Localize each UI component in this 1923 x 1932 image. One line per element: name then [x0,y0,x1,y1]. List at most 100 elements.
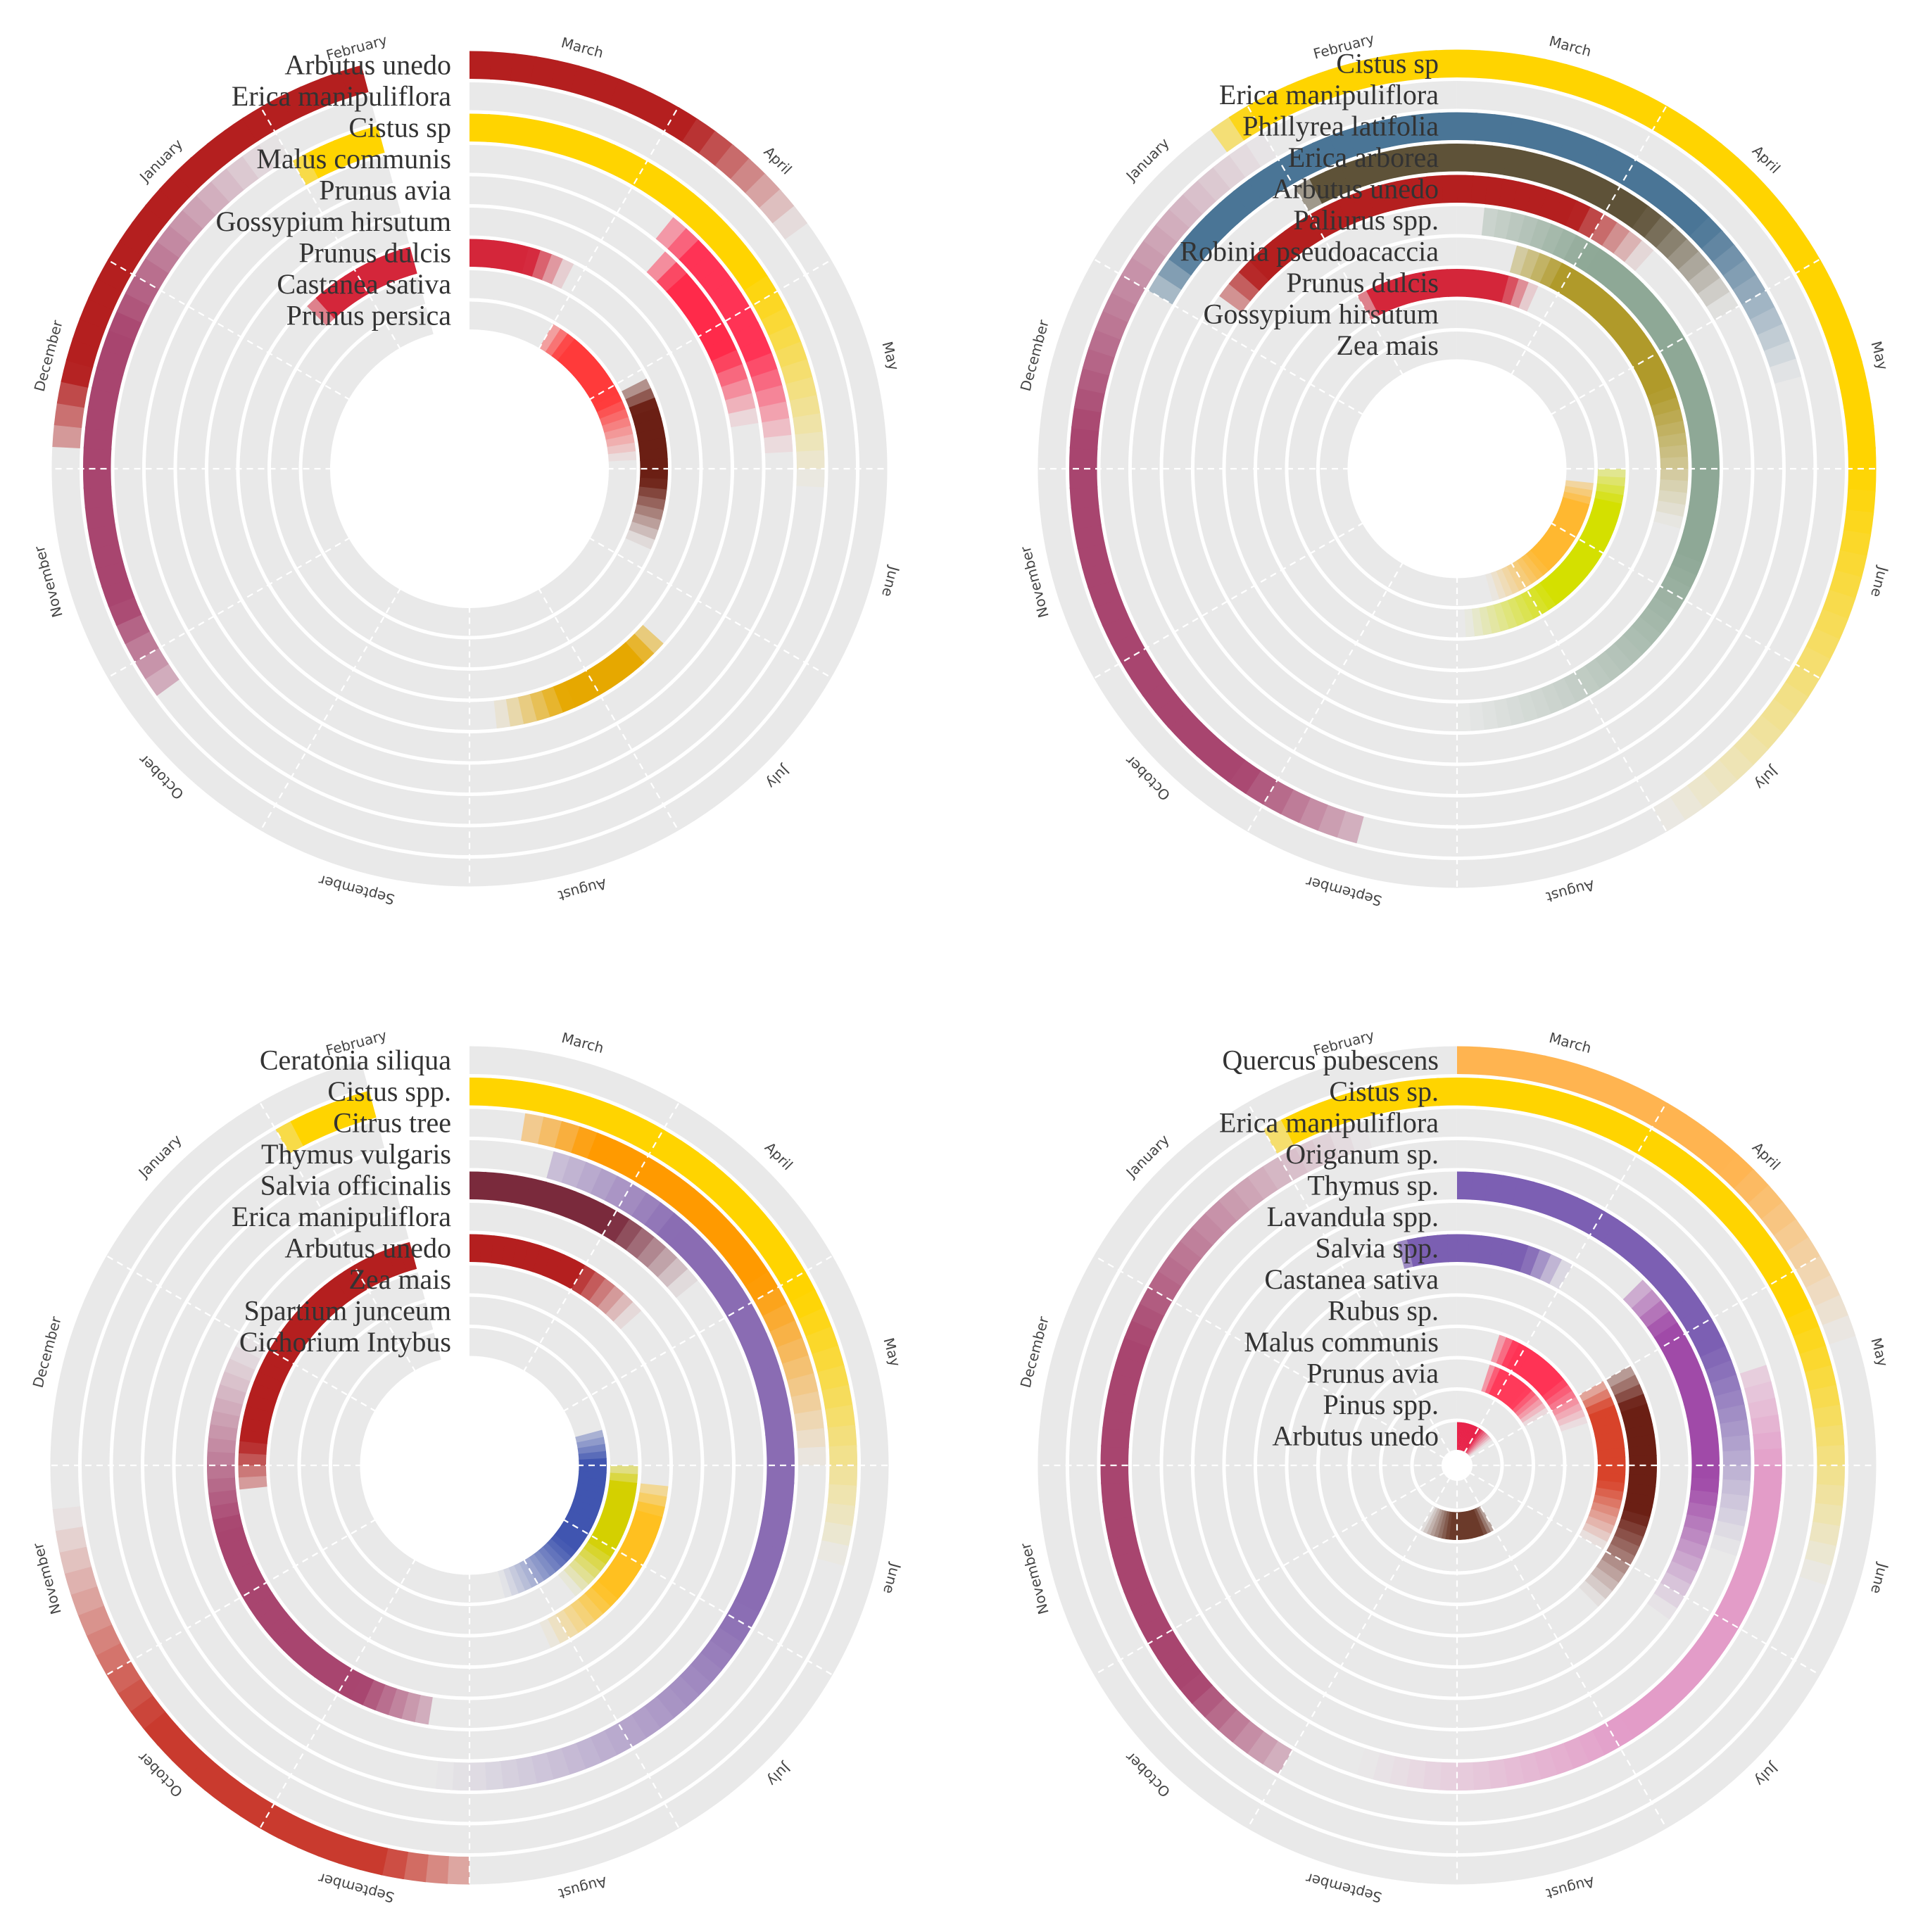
flowering-span [649,1129,683,1165]
flowering-span [1509,245,1530,276]
month-label: April [1749,1139,1784,1173]
flowering-span [699,265,733,296]
flowering-span [1621,332,1652,359]
flowering-span [1639,1300,1670,1329]
flowering-span [1772,681,1809,717]
flowering-span [479,239,495,268]
flowering-span [520,118,546,149]
flowering-span [562,1259,586,1290]
flowering-span [1686,1640,1720,1672]
flowering-span [643,1696,674,1730]
month-separator [588,536,833,679]
flowering-span [1123,1581,1157,1611]
month-label: May [880,1336,904,1368]
flowering-span [282,1630,313,1661]
flowering-span [1516,1350,1539,1377]
flowering-span [206,130,242,166]
flowering-span [87,386,120,413]
flowering-span [1562,491,1591,505]
flowering-span [1722,1465,1751,1483]
flowering-span [1506,1343,1527,1371]
flowering-span [598,1515,627,1535]
flowering-span [1748,1237,1784,1271]
flowering-span [1518,1051,1546,1083]
flowering-span [1501,566,1520,595]
flowering-span [1659,1572,1691,1598]
flowering-span [273,1621,304,1651]
flowering-span [1485,605,1501,634]
flowering-span [325,1661,353,1693]
flowering-span [1124,1318,1158,1348]
flowering-span [1597,1074,1630,1109]
flowering-span [571,1498,600,1515]
flowering-span [590,1168,619,1201]
flowering-span [187,1755,224,1791]
flowering-span [87,277,123,310]
flowering-span [1703,1139,1739,1176]
flowering-span [77,1603,113,1636]
flowering-span [1456,1171,1475,1200]
flowering-span [794,1409,824,1433]
species-label: Phillyrea latifolia [1242,110,1439,141]
flowering-span [1593,1422,1622,1437]
flowering-span [1577,1066,1610,1101]
flowering-span [1559,1416,1588,1432]
flowering-span [1480,700,1499,731]
month-label: November [1016,544,1052,619]
flowering-span [1679,1305,1713,1334]
species-label: Thymus sp. [1307,1169,1439,1201]
flowering-span [1597,77,1630,113]
flowering-span [1646,1311,1678,1339]
flowering-span [1666,1664,1699,1697]
flowering-span [1761,205,1798,241]
flowering-span [1148,272,1183,305]
flowering-span [1679,529,1711,552]
flowering-span [1596,1447,1626,1459]
species-label: Cistus sp [1336,47,1439,79]
flowering-span [1218,190,1252,225]
flowering-span [1561,557,1589,583]
flowering-span [763,1414,793,1437]
species-label: Ceratonia siliqua [260,1044,451,1075]
flowering-span [662,181,695,216]
flowering-span [1544,573,1570,600]
flowering-span [1675,541,1707,564]
flowering-span [229,1559,260,1585]
flowering-span [1616,85,1650,121]
month-label: December [31,318,66,393]
flowering-span [599,408,629,427]
flowering-span [1478,1235,1495,1265]
flowering-span [1087,327,1122,358]
flowering-span [483,1761,504,1791]
flowering-span [1492,1370,1511,1399]
flowering-span [531,250,553,281]
flowering-span [781,359,813,386]
flowering-span [1549,159,1575,192]
flowering-span [574,1488,604,1502]
flowering-span [61,358,94,388]
flowering-span [1512,181,1535,213]
flowering-span [562,1604,587,1634]
flowering-span [1613,634,1643,665]
flowering-span [1694,1332,1727,1359]
flowering-span [1118,1336,1151,1364]
flowering-span [1658,490,1687,507]
flowering-span [667,1268,698,1299]
flowering-span [97,258,133,292]
flowering-span [1722,1450,1751,1467]
flowering-span [398,246,417,277]
flowering-span [1477,50,1503,80]
flowering-span [1660,468,1689,482]
flowering-span [1763,341,1797,370]
flowering-span [827,1425,857,1449]
flowering-span [1071,405,1102,431]
flowering-span [1636,170,1668,204]
flowering-span [679,1664,712,1697]
month-separator [522,1558,681,1831]
flowering-span [1621,160,1653,194]
species-label: Arbutus unedo [284,49,451,80]
flowering-span [1701,759,1738,796]
flowering-span [1506,563,1526,592]
flowering-span [1588,512,1618,530]
flowering-span [1504,695,1525,726]
